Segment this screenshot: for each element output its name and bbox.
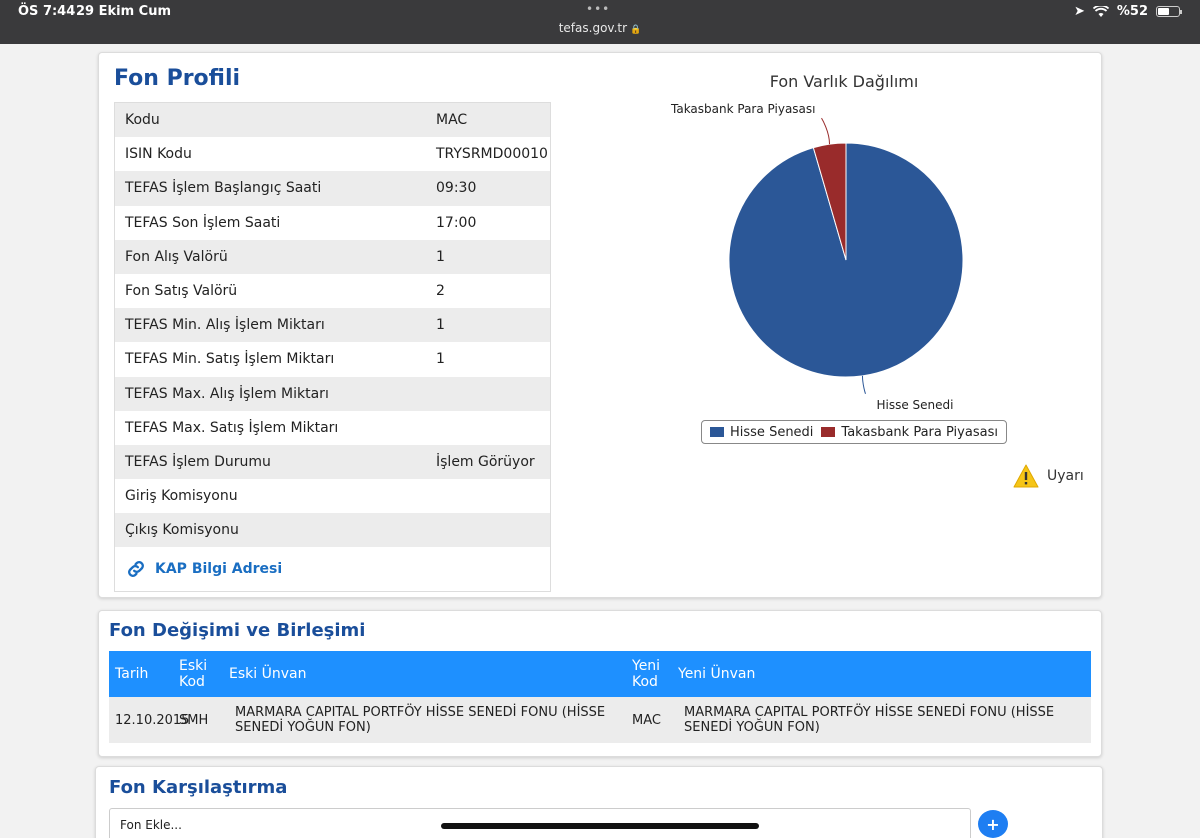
profile-row: Fon Satış Valörü 2 (115, 274, 550, 308)
cell-old-name: MARMARA CAPITAL PORTFÖY HİSSE SENEDİ FON… (235, 705, 606, 735)
profile-value: 1 (436, 351, 445, 368)
profile-row: TEFAS Son İşlem Saati 17:00 (115, 206, 550, 240)
cell-new-name: MARMARA CAPITAL PORTFÖY HİSSE SENEDİ FON… (684, 705, 1055, 735)
change-table: Tarih Eski Kod Eski Ünvan Yeni Kod Yeni … (109, 651, 1091, 743)
legend-item[interactable]: Hisse Senedi (710, 425, 813, 440)
table-row: 12.10.2015 SMH MARMARA CAPITAL PORTFÖY H… (109, 697, 1091, 743)
profile-row: TEFAS Max. Satış İşlem Miktarı (115, 411, 550, 445)
pie-label-0: Hisse Senedi (876, 398, 953, 412)
profile-row: TEFAS Min. Alış İşlem Miktarı 1 (115, 308, 550, 343)
url-text: tefas.gov.tr (558, 21, 628, 35)
cell-old-code: SMH (179, 712, 209, 728)
address-bar[interactable]: tefas.gov.tr 🔒 (0, 21, 1200, 35)
warning-label: Uyarı (1047, 468, 1084, 484)
profile-row: TEFAS İşlem Durumu İşlem Görüyor (115, 444, 550, 480)
kap-link-label: KAP Bilgi Adresi (155, 561, 283, 578)
profile-row: Giriş Komisyonu (115, 479, 550, 513)
profile-value: TRYSRMD00010 (436, 146, 548, 163)
change-table-header: Tarih Eski Kod Eski Ünvan Yeni Kod Yeni … (109, 651, 1091, 697)
asset-distribution-chart: Fon Varlık Dağılımı Hisse Senedi Takasban… (596, 59, 1096, 459)
header-date[interactable]: Tarih (115, 666, 149, 682)
pie-label-connector-1 (821, 117, 831, 145)
kap-link[interactable]: KAP Bilgi Adresi (115, 547, 550, 592)
profile-key: TEFAS Son İşlem Saati (125, 214, 281, 231)
header-old-name[interactable]: Eski Ünvan (229, 666, 307, 682)
location-icon: ➤ (1073, 4, 1085, 19)
profile-key: TEFAS Max. Satış İşlem Miktarı (125, 419, 339, 436)
profile-row: Çıkış Komisyonu (115, 513, 550, 548)
profile-value: MAC (436, 112, 468, 129)
wifi-icon (1092, 5, 1109, 17)
fund-profile-card: Fon Profili Kodu MAC ISIN Kodu TRYSRMD00010… (98, 52, 1102, 598)
header-old-code[interactable]: Eski Kod (179, 658, 208, 690)
profile-value: İşlem Görüyor (436, 453, 535, 470)
profile-key: Çıkış Komisyonu (125, 522, 239, 539)
status-time: ÖS 7:44 (18, 4, 76, 19)
fund-add-input[interactable]: Fon Ekle... (109, 808, 971, 838)
profile-row: Fon Alış Valörü 1 (115, 239, 550, 274)
profile-title: Fon Profili (114, 66, 241, 91)
profile-value: 17:00 (436, 214, 477, 231)
profile-key: Fon Alış Valörü (125, 248, 228, 265)
profile-value: 09:30 (436, 180, 477, 197)
link-icon (128, 561, 144, 578)
profile-key: TEFAS İşlem Başlangıç Saati (125, 180, 322, 197)
legend-label: Takasbank Para Piyasası (841, 424, 998, 440)
profile-key: TEFAS İşlem Durumu (125, 453, 271, 470)
lock-icon: 🔒 (630, 25, 642, 35)
warning-icon (1013, 464, 1039, 488)
profile-row: TEFAS Max. Alış İşlem Miktarı (115, 376, 550, 411)
profile-row: TEFAS İşlem Başlangıç Saati 09:30 (115, 171, 550, 206)
profile-table: Kodu MAC ISIN Kodu TRYSRMD00010 TEFAS İşlem … (114, 102, 551, 593)
profile-value: 1 (436, 317, 445, 334)
profile-key: TEFAS Min. Alış İşlem Miktarı (125, 317, 325, 334)
chart-title: Fon Varlık Dağılımı (769, 72, 919, 91)
more-dots-icon[interactable]: ••• (586, 2, 611, 16)
battery-percent: %52 (1116, 4, 1148, 19)
pie-chart: Hisse Senedi Takasbank Para Piyasası (670, 102, 964, 412)
header-new-code[interactable]: Yeni Kod (632, 658, 661, 690)
profile-key: Fon Satış Valörü (125, 283, 238, 300)
cell-date: 12.10.2015 (115, 712, 190, 728)
status-bar: ÖS 7:44 29 Ekim Cum ••• tefas.gov.tr 🔒 ➤ … (0, 0, 1200, 44)
pie-label-1: Takasbank Para Piyasası (670, 102, 816, 116)
battery-icon (1156, 6, 1182, 17)
header-new-name[interactable]: Yeni Ünvan (678, 666, 756, 682)
profile-row: ISIN Kodu TRYSRMD00010 (115, 137, 550, 171)
profile-key: Kodu (125, 112, 160, 129)
cell-new-code: MAC (632, 712, 661, 728)
legend-label: Hisse Senedi (730, 424, 814, 440)
profile-key: ISIN Kodu (125, 146, 192, 163)
profile-key: TEFAS Min. Satış İşlem Miktarı (125, 351, 335, 368)
pie-label-connector-0 (861, 375, 866, 394)
fund-change-card: Fon Değişimi ve Birleşimi Tarih Eski Kod… (98, 610, 1102, 757)
status-icons: ➤ %52 (1073, 4, 1182, 19)
legend-swatch (710, 427, 724, 437)
profile-key: Giriş Komisyonu (125, 488, 238, 505)
warning[interactable]: Uyarı (1013, 464, 1084, 488)
status-date: 29 Ekim Cum (76, 4, 172, 19)
legend-item[interactable]: Takasbank Para Piyasası (821, 425, 998, 440)
compare-title: Fon Karşılaştırma (109, 777, 288, 798)
add-fund-button[interactable]: + (978, 810, 1008, 838)
profile-value: 2 (436, 283, 445, 300)
legend-swatch (821, 427, 836, 437)
home-indicator[interactable] (441, 823, 759, 829)
profile-row: TEFAS Min. Satış İşlem Miktarı 1 (115, 342, 550, 376)
profile-value: 1 (436, 248, 445, 265)
change-title: Fon Değişimi ve Birleşimi (109, 620, 366, 641)
profile-row: Kodu MAC (115, 103, 550, 138)
profile-key: TEFAS Max. Alış İşlem Miktarı (125, 385, 329, 402)
chart-legend: Hisse Senedi Takasbank Para Piyasası (701, 420, 1007, 444)
